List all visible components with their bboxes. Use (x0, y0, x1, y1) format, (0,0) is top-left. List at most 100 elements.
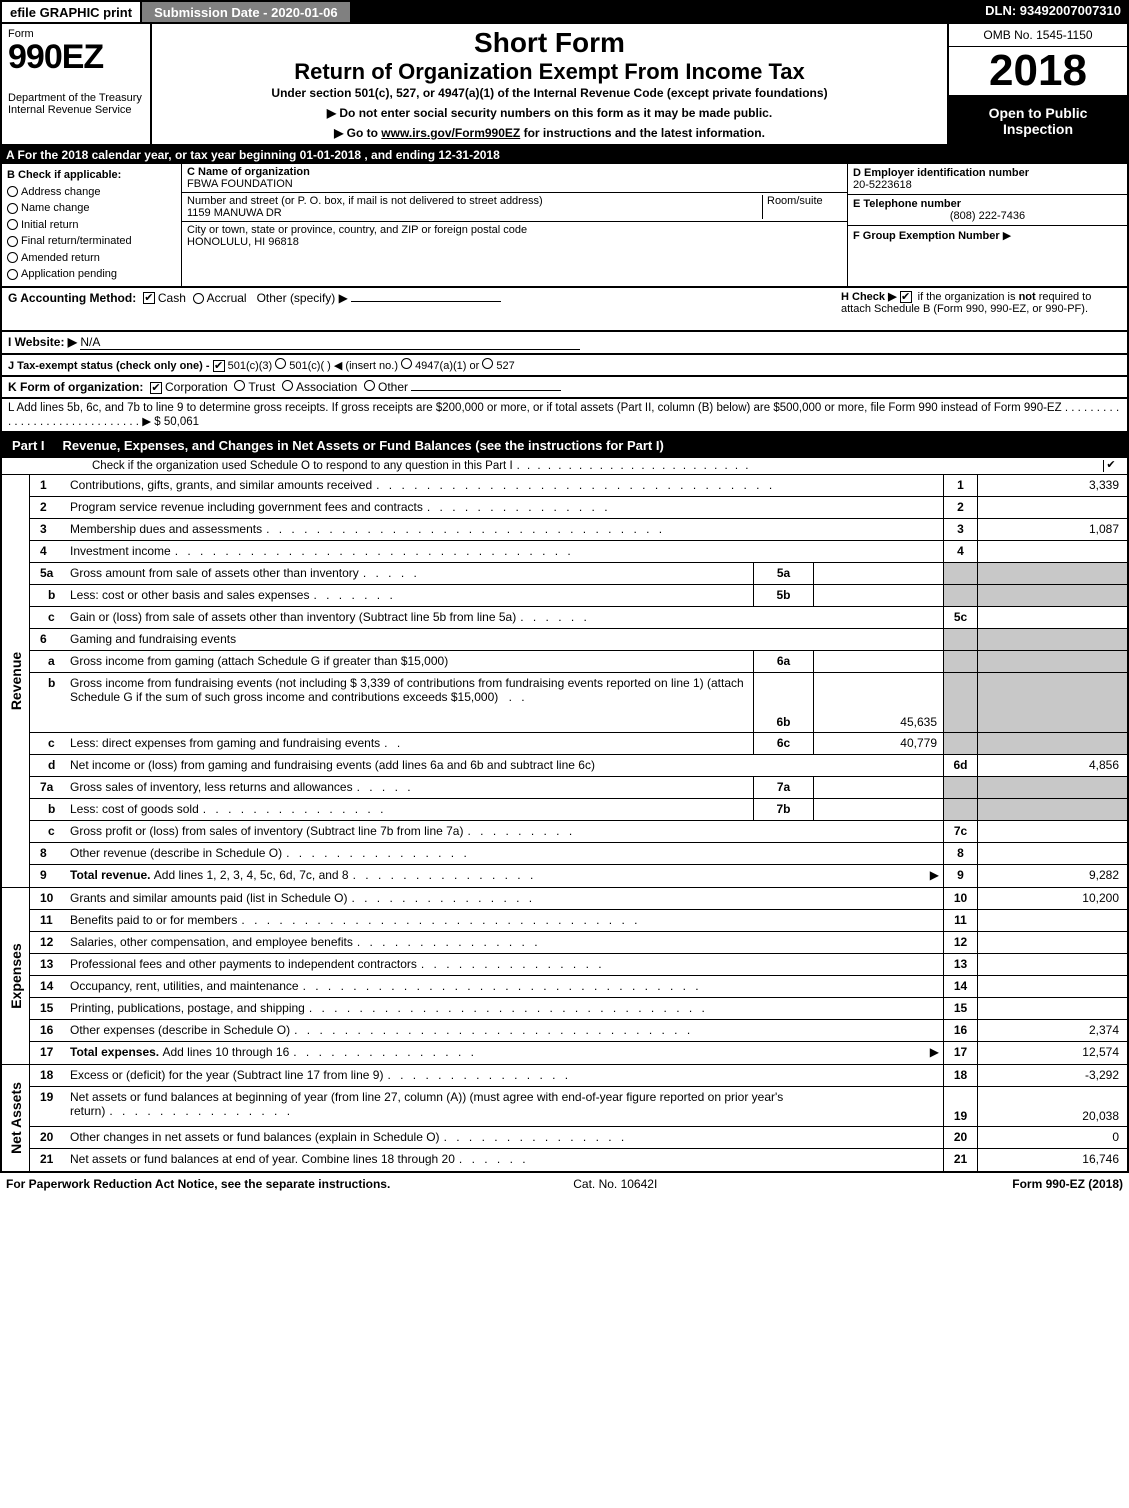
line-5b: b Less: cost or other basis and sales ex… (30, 585, 1127, 607)
main-title: Return of Organization Exempt From Incom… (160, 59, 939, 84)
other-specify-line[interactable] (351, 301, 501, 302)
open-to-public: Open to Public (951, 105, 1125, 121)
row-j-tax-exempt: J Tax-exempt status (check only one) - 5… (0, 355, 1129, 377)
line-12: 12 Salaries, other compensation, and emp… (30, 932, 1127, 954)
527-label: 527 (496, 360, 514, 372)
schedule-o-checkbox[interactable] (1103, 460, 1121, 472)
line-12-value (977, 932, 1127, 953)
line-14-value (977, 976, 1127, 997)
other-org-radio[interactable] (364, 380, 375, 391)
application-pending-checkbox[interactable]: Application pending (7, 266, 176, 283)
line-6d: d Net income or (loss) from gaming and f… (30, 755, 1127, 777)
check-if-applicable-label: B Check if applicable: (7, 167, 176, 184)
line-7b: b Less: cost of goods sold. . . . . . . … (30, 799, 1127, 821)
line-6d-value: 4,856 (977, 755, 1127, 776)
submission-date: Submission Date - 2020-01-06 (142, 0, 352, 24)
accrual-label: Accrual (207, 291, 247, 305)
line-7c-value (977, 821, 1127, 842)
corporation-checkbox[interactable] (150, 382, 162, 394)
net-assets-section: Net Assets 18 Excess or (deficit) for th… (2, 1064, 1127, 1171)
line-6a: a Gross income from gaming (attach Sched… (30, 651, 1127, 673)
line-5c: c Gain or (loss) from sale of assets oth… (30, 607, 1127, 629)
tax-exempt-label: J Tax-exempt status (check only one) - (8, 360, 210, 372)
line-9-value: 9,282 (977, 865, 1127, 887)
line-11: 11 Benefits paid to or for members. . . … (30, 910, 1127, 932)
form-footer: Form 990-EZ (2018) (785, 1177, 1123, 1191)
dln-number: DLN: 93492007007310 (977, 0, 1129, 24)
association-radio[interactable] (282, 380, 293, 391)
part-i-label: Part I (8, 436, 55, 455)
city-value: HONOLULU, HI 96818 (187, 236, 299, 248)
501c3-checkbox[interactable] (213, 360, 225, 372)
ssn-warning: ▶ Do not enter social security numbers o… (160, 106, 939, 120)
paperwork-notice: For Paperwork Reduction Act Notice, see … (6, 1177, 446, 1191)
page-footer: For Paperwork Reduction Act Notice, see … (0, 1173, 1129, 1195)
line-5c-value (977, 607, 1127, 628)
line-13-value (977, 954, 1127, 975)
schedule-o-check-text: Check if the organization used Schedule … (92, 460, 513, 472)
revenue-section: Revenue 1 Contributions, gifts, grants, … (2, 475, 1127, 887)
line-5b-value (813, 585, 943, 606)
corporation-label: Corporation (165, 380, 228, 394)
line-7a: 7a Gross sales of inventory, less return… (30, 777, 1127, 799)
line-16-value: 2,374 (977, 1020, 1127, 1041)
trust-label: Trust (248, 380, 275, 394)
other-org-line[interactable] (411, 390, 561, 391)
line-17-value: 12,574 (977, 1042, 1127, 1064)
omb-number: OMB No. 1545-1150 (949, 24, 1127, 47)
final-return-checkbox[interactable]: Final return/terminated (7, 233, 176, 250)
accrual-radio[interactable] (193, 293, 204, 304)
line-l-value: $ 50,061 (154, 416, 199, 428)
row-i-website: I Website: ▶ N/A (0, 332, 1129, 355)
line-18: 18 Excess or (deficit) for the year (Sub… (30, 1065, 1127, 1087)
line-21: 21 Net assets or fund balances at end of… (30, 1149, 1127, 1171)
row-l-gross-receipts: L Add lines 5b, 6c, and 7b to line 9 to … (0, 399, 1129, 433)
netassets-sidelabel: Net Assets (2, 1065, 30, 1171)
city-label: City or town, state or province, country… (187, 224, 527, 236)
row-k-form-org: K Form of organization: Corporation Trus… (0, 377, 1129, 399)
line-18-value: -3,292 (977, 1065, 1127, 1086)
501c3-label: 501(c)(3) (228, 360, 273, 372)
top-bar: efile GRAPHIC print Submission Date - 20… (0, 0, 1129, 24)
line-2: 2 Program service revenue including gove… (30, 497, 1127, 519)
501c-radio[interactable] (275, 358, 286, 369)
line-7b-value (813, 799, 943, 820)
address-change-checkbox[interactable]: Address change (7, 184, 176, 201)
part-i-subhead: Check if the organization used Schedule … (2, 458, 1127, 475)
street-value: 1159 MANUWA DR (187, 207, 282, 219)
527-radio[interactable] (482, 358, 493, 369)
amended-return-checkbox[interactable]: Amended return (7, 250, 176, 267)
line-10-value: 10,200 (977, 888, 1127, 909)
not-bold: not (1019, 291, 1036, 303)
phone-value: (808) 222-7436 (853, 210, 1122, 222)
tax-year: 2018 (949, 47, 1127, 97)
cash-checkbox[interactable] (143, 292, 155, 304)
line-3-value: 1,087 (977, 519, 1127, 540)
section-def: D Employer identification number 20-5223… (847, 164, 1127, 286)
line-7c: c Gross profit or (loss) from sales of i… (30, 821, 1127, 843)
initial-return-checkbox[interactable]: Initial return (7, 217, 176, 234)
line-6b: b Gross income from fundraising events (… (30, 673, 1127, 733)
section-h: H Check ▶ if the organization is not req… (841, 290, 1121, 315)
form-number: 990EZ (8, 40, 144, 74)
info-section: B Check if applicable: Address change Na… (0, 164, 1129, 288)
room-suite-label: Room/suite (762, 195, 842, 219)
4947-radio[interactable] (401, 358, 412, 369)
part-i-wrapper: Part I Revenue, Expenses, and Changes in… (0, 433, 1129, 1173)
catalog-number: Cat. No. 10642I (446, 1177, 784, 1191)
trust-radio[interactable] (234, 380, 245, 391)
form-header: Form 990EZ Department of the Treasury In… (0, 24, 1129, 146)
cash-label: Cash (158, 291, 186, 305)
line-8: 8 Other revenue (describe in Schedule O)… (30, 843, 1127, 865)
irs-link[interactable]: www.irs.gov/Form990EZ (381, 126, 520, 140)
line-14: 14 Occupancy, rent, utilities, and maint… (30, 976, 1127, 998)
association-label: Association (296, 380, 357, 394)
subhead-dots: . . . . . . . . . . . . . . . . . . . . … (517, 460, 751, 472)
line-3: 3 Membership dues and assessments. . . .… (30, 519, 1127, 541)
instructions-link[interactable]: ▶ Go to www.irs.gov/Form990EZ for instru… (160, 126, 939, 140)
h-checkbox[interactable] (900, 291, 912, 303)
line-7a-value (813, 777, 943, 798)
name-change-checkbox[interactable]: Name change (7, 200, 176, 217)
arrow-icon: ▶ (1003, 230, 1011, 242)
expenses-section: Expenses 10 Grants and similar amounts p… (2, 887, 1127, 1064)
